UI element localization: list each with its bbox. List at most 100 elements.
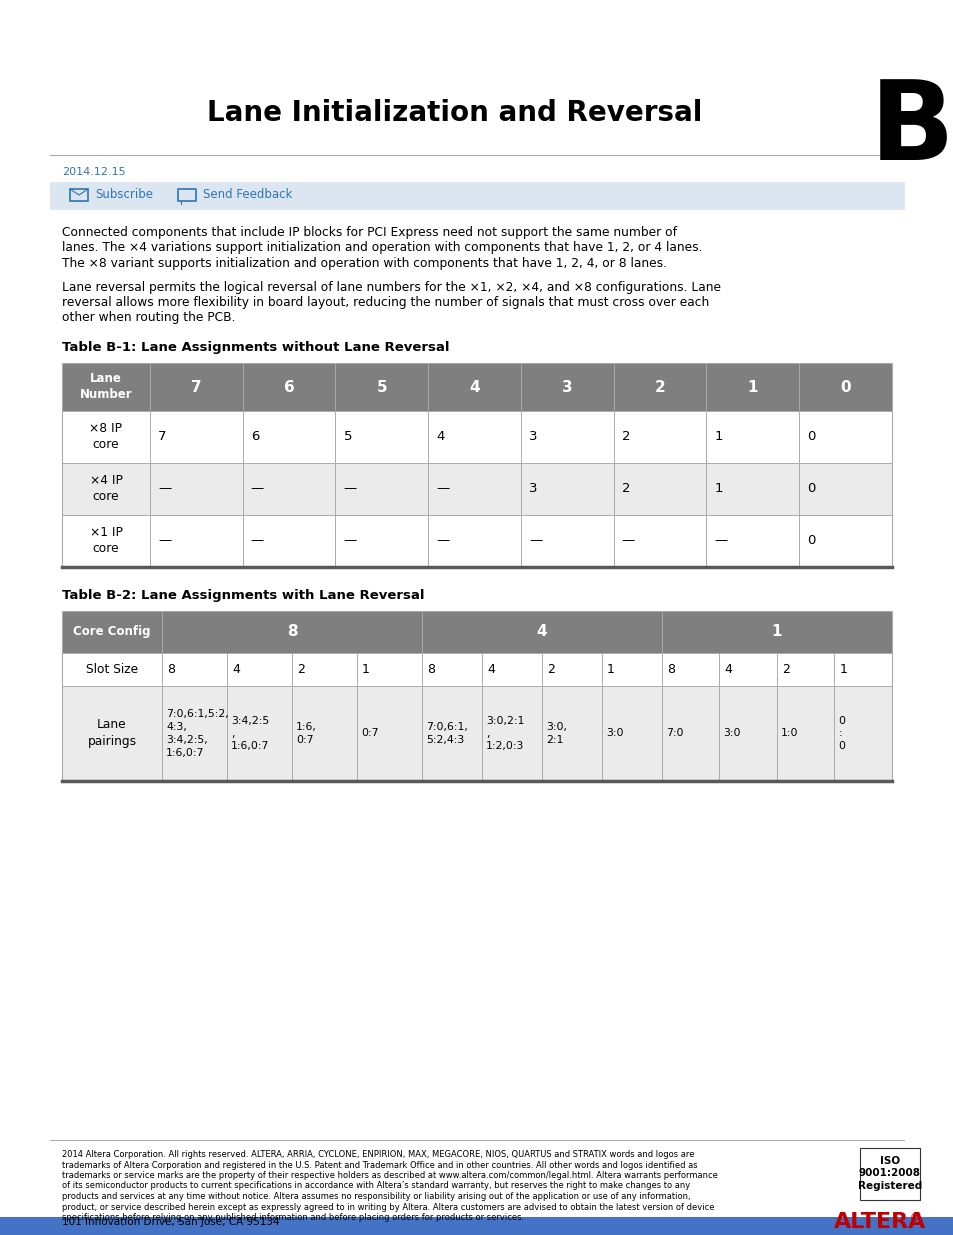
Text: 9001:2008: 9001:2008 bbox=[858, 1168, 920, 1178]
Bar bbox=[421, 611, 661, 653]
Bar bbox=[162, 611, 421, 653]
Text: 1:0: 1:0 bbox=[781, 729, 798, 739]
Text: 5: 5 bbox=[376, 379, 387, 394]
Text: 2014.12.15: 2014.12.15 bbox=[62, 167, 126, 177]
Text: 1: 1 bbox=[747, 379, 758, 394]
Text: Lane Initialization and Reversal: Lane Initialization and Reversal bbox=[207, 99, 702, 127]
Text: 3:0: 3:0 bbox=[605, 729, 623, 739]
Text: 3:0,
2:1: 3:0, 2:1 bbox=[545, 722, 566, 745]
Text: 2: 2 bbox=[654, 379, 665, 394]
Text: 3: 3 bbox=[529, 483, 537, 495]
Text: 3: 3 bbox=[561, 379, 572, 394]
Text: 7:0,6:1,
5:2,4:3: 7:0,6:1, 5:2,4:3 bbox=[426, 722, 467, 745]
Text: Registered: Registered bbox=[857, 1181, 922, 1191]
Text: 0:7: 0:7 bbox=[360, 729, 378, 739]
Text: 0: 0 bbox=[806, 535, 815, 547]
Text: 2: 2 bbox=[621, 431, 630, 443]
Text: 7:0: 7:0 bbox=[665, 729, 682, 739]
Text: 4: 4 bbox=[537, 625, 547, 640]
Text: trademarks or service marks are the property of their respective holders as desc: trademarks or service marks are the prop… bbox=[62, 1171, 717, 1179]
Text: 0
:
0: 0 : 0 bbox=[838, 716, 844, 751]
Text: —: — bbox=[621, 535, 635, 547]
Text: 4: 4 bbox=[436, 431, 444, 443]
Text: 6: 6 bbox=[283, 379, 294, 394]
Text: products and services at any time without notice. Altera assumes no responsibili: products and services at any time withou… bbox=[62, 1192, 690, 1200]
Text: ALTERA: ALTERA bbox=[833, 1212, 925, 1233]
Text: 8: 8 bbox=[167, 663, 174, 676]
Text: 2: 2 bbox=[781, 663, 789, 676]
Bar bbox=[70, 189, 88, 201]
Text: 1:6,
0:7: 1:6, 0:7 bbox=[295, 722, 316, 745]
Text: ISO: ISO bbox=[879, 1156, 899, 1166]
Bar bbox=[62, 685, 891, 781]
Text: Table B-1: Lane Assignments without Lane Reversal: Table B-1: Lane Assignments without Lane… bbox=[62, 341, 449, 354]
Bar bbox=[0, 1216, 953, 1235]
Text: 4: 4 bbox=[723, 663, 732, 676]
Text: 0: 0 bbox=[806, 431, 815, 443]
Bar bbox=[62, 611, 891, 781]
Text: 1: 1 bbox=[714, 431, 722, 443]
Text: of its semiconductor products to current specifications in accordance with Alter: of its semiconductor products to current… bbox=[62, 1182, 690, 1191]
Text: Lane reversal permits the logical reversal of lane numbers for the ×1, ×2, ×4, a: Lane reversal permits the logical revers… bbox=[62, 280, 720, 294]
Text: —: — bbox=[251, 535, 264, 547]
Text: 1: 1 bbox=[839, 663, 846, 676]
Bar bbox=[62, 363, 891, 411]
Text: Core Config: Core Config bbox=[73, 625, 151, 638]
Bar bbox=[62, 363, 891, 567]
Bar bbox=[859, 1149, 919, 1200]
Bar bbox=[178, 189, 195, 201]
Bar bbox=[661, 611, 891, 653]
Text: Slot Size: Slot Size bbox=[86, 663, 138, 676]
Bar bbox=[62, 515, 891, 567]
Text: —: — bbox=[436, 535, 449, 547]
Text: 4: 4 bbox=[469, 379, 479, 394]
Text: ®: ® bbox=[909, 1213, 919, 1223]
Text: specifications before relying on any published information and before placing or: specifications before relying on any pub… bbox=[62, 1213, 523, 1221]
Text: 4: 4 bbox=[486, 663, 495, 676]
Bar bbox=[50, 182, 904, 210]
Text: Subscribe: Subscribe bbox=[95, 189, 152, 201]
Text: 8: 8 bbox=[427, 663, 435, 676]
Text: 1: 1 bbox=[361, 663, 370, 676]
Bar bbox=[62, 653, 891, 685]
Text: 7: 7 bbox=[158, 431, 167, 443]
Text: —: — bbox=[158, 535, 172, 547]
Text: 7:0,6:1,5:2,
4:3,
3:4,2:5,
1:6,0:7: 7:0,6:1,5:2, 4:3, 3:4,2:5, 1:6,0:7 bbox=[166, 709, 229, 758]
Text: 1: 1 bbox=[606, 663, 615, 676]
Bar bbox=[62, 463, 891, 515]
Text: —: — bbox=[436, 483, 449, 495]
Text: 101 Innovation Drive, San Jose, CA 95134: 101 Innovation Drive, San Jose, CA 95134 bbox=[62, 1216, 279, 1228]
Text: —: — bbox=[343, 483, 356, 495]
Text: 1: 1 bbox=[714, 483, 722, 495]
Text: 3:0,2:1
,
1:2,0:3: 3:0,2:1 , 1:2,0:3 bbox=[485, 716, 524, 751]
Text: —: — bbox=[251, 483, 264, 495]
Text: —: — bbox=[158, 483, 172, 495]
Text: —: — bbox=[343, 535, 356, 547]
Text: 1: 1 bbox=[771, 625, 781, 640]
Text: 3: 3 bbox=[529, 431, 537, 443]
Text: —: — bbox=[714, 535, 727, 547]
Text: 3:4,2:5
,
1:6,0:7: 3:4,2:5 , 1:6,0:7 bbox=[231, 716, 269, 751]
Text: 0: 0 bbox=[806, 483, 815, 495]
Text: 0: 0 bbox=[840, 379, 850, 394]
Text: Send Feedback: Send Feedback bbox=[203, 189, 292, 201]
Text: 2: 2 bbox=[296, 663, 305, 676]
Text: 3:0: 3:0 bbox=[722, 729, 740, 739]
Text: Lane
Number: Lane Number bbox=[80, 373, 132, 401]
Text: 2: 2 bbox=[621, 483, 630, 495]
Text: product, or service described herein except as expressly agreed to in writing by: product, or service described herein exc… bbox=[62, 1203, 714, 1212]
Text: Table B-2: Lane Assignments with Lane Reversal: Table B-2: Lane Assignments with Lane Re… bbox=[62, 589, 424, 601]
Text: 2: 2 bbox=[546, 663, 555, 676]
Text: The ×8 variant supports initialization and operation with components that have 1: The ×8 variant supports initialization a… bbox=[62, 257, 666, 270]
Text: 7: 7 bbox=[191, 379, 201, 394]
Text: 8: 8 bbox=[287, 625, 297, 640]
Bar bbox=[62, 611, 162, 653]
Text: other when routing the PCB.: other when routing the PCB. bbox=[62, 311, 235, 325]
Text: reversal allows more flexibility in board layout, reducing the number of signals: reversal allows more flexibility in boar… bbox=[62, 296, 708, 309]
Text: Lane
pairings: Lane pairings bbox=[88, 719, 136, 748]
Text: B: B bbox=[869, 77, 953, 184]
Text: 6: 6 bbox=[251, 431, 259, 443]
Bar bbox=[62, 411, 891, 463]
Text: 4: 4 bbox=[232, 663, 239, 676]
Text: ×8 IP
core: ×8 IP core bbox=[90, 422, 122, 452]
